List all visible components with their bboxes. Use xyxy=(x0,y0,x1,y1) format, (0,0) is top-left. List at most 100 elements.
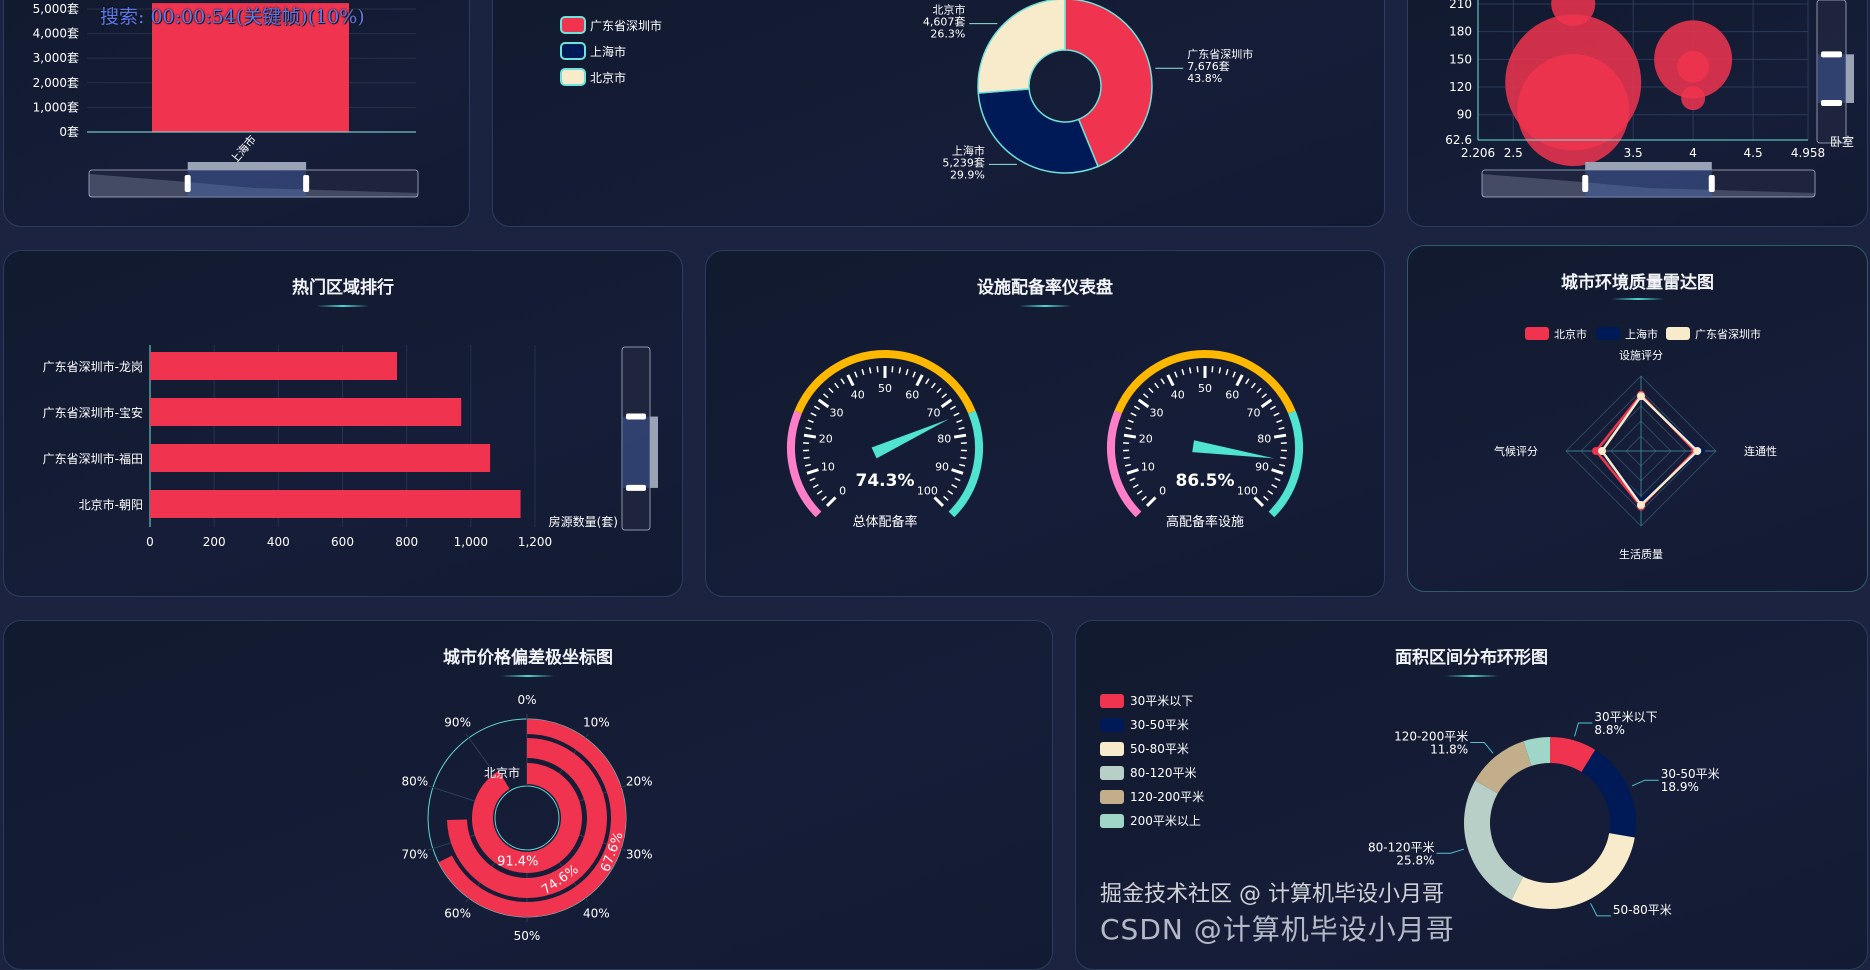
gauge-tick xyxy=(817,491,822,494)
angle-tick-label: 90% xyxy=(444,716,471,730)
datazoom-handle[interactable] xyxy=(1821,51,1842,57)
gauge-tick xyxy=(950,406,955,409)
slice-pct: 18.9% xyxy=(1661,780,1699,794)
datazoom-handle[interactable] xyxy=(303,175,309,192)
gauge-tick xyxy=(855,372,857,378)
datazoom-handle[interactable] xyxy=(626,414,646,420)
datazoom-drag-bar[interactable] xyxy=(1846,54,1854,103)
gauge-tick-label: 50 xyxy=(878,382,892,395)
datazoom-handle[interactable] xyxy=(185,175,191,192)
gauge-value: 74.3% xyxy=(856,471,915,491)
legend-label: 上海市 xyxy=(1625,327,1658,341)
bar[interactable] xyxy=(150,490,521,518)
gauge-tick xyxy=(1233,372,1235,378)
radar-indicator-label: 设施评分 xyxy=(1619,349,1663,362)
datazoom-handle[interactable] xyxy=(1709,175,1715,192)
donut-slice[interactable] xyxy=(1511,833,1634,909)
gauge-tick xyxy=(808,420,814,422)
gauge-tick xyxy=(807,470,818,474)
legend-label: 广东省深圳市 xyxy=(1695,327,1761,341)
datazoom-drag-bar[interactable] xyxy=(1585,162,1712,170)
x-tick-label: 600 xyxy=(331,535,354,549)
y-tick-label: 180 xyxy=(1449,25,1472,39)
gauge-tick-label: 100 xyxy=(1237,484,1258,497)
gauge-tick xyxy=(1190,367,1191,373)
gauge-tick-label: 90 xyxy=(935,461,949,474)
y-tick-label: 0套 xyxy=(59,125,79,139)
angle-tick-label: 20% xyxy=(626,775,653,789)
legend-swatch[interactable] xyxy=(1100,718,1124,732)
legend-swatch[interactable] xyxy=(1525,327,1549,340)
bar[interactable] xyxy=(150,398,461,426)
gauge-tick xyxy=(942,400,952,407)
gauge-tick-label: 0 xyxy=(1159,484,1166,497)
radar-indicator-label: 连通性 xyxy=(1744,444,1777,458)
slice-name: 30-50平米 xyxy=(1661,767,1720,781)
gauge-tick xyxy=(1262,394,1267,398)
gauge-tick xyxy=(1155,383,1159,388)
bar[interactable] xyxy=(150,444,490,472)
donut-slice[interactable] xyxy=(1464,781,1523,900)
slice-name: 北京市 xyxy=(932,3,965,17)
legend-swatch[interactable] xyxy=(1100,694,1124,708)
legend-swatch[interactable] xyxy=(1100,814,1124,828)
bubble-point[interactable] xyxy=(1517,54,1629,166)
pie-slice[interactable] xyxy=(978,0,1065,93)
bar[interactable] xyxy=(150,352,397,380)
y-tick-label: 210 xyxy=(1449,0,1472,11)
legend-label: 200平米以上 xyxy=(1130,814,1201,828)
legend-swatch[interactable] xyxy=(1100,742,1124,756)
gauge-tick-label: 0 xyxy=(839,484,846,497)
y-tick-label: 4,000套 xyxy=(33,27,79,41)
pie-slice[interactable] xyxy=(978,89,1098,173)
angle-tick-label: 50% xyxy=(514,929,541,943)
legend-swatch[interactable] xyxy=(1596,327,1620,340)
gauge-tick xyxy=(1270,406,1275,409)
datazoom-handle[interactable] xyxy=(626,485,646,491)
x-tick-label: 4.958 xyxy=(1791,146,1825,160)
gauge-tick xyxy=(959,465,965,466)
watermark-csdn: CSDN @计算机毕设小月哥 xyxy=(1100,908,1455,948)
gauge-tick xyxy=(1257,388,1261,392)
bubble-point[interactable] xyxy=(1677,51,1709,83)
radar-indicator-label: 生活质量 xyxy=(1619,547,1663,561)
slice-pct: 29.9% xyxy=(950,168,985,181)
gauge-tick xyxy=(1279,428,1285,429)
datazoom-drag-bar[interactable] xyxy=(188,162,306,170)
gauge-tick xyxy=(937,388,941,392)
gauge-tick xyxy=(944,496,949,500)
datazoom-handle[interactable] xyxy=(1582,175,1588,192)
angle-tick-label: 60% xyxy=(444,906,471,920)
x-tick-label: 3.5 xyxy=(1624,146,1643,160)
datazoom-drag-bar[interactable] xyxy=(650,417,658,488)
gauge-band xyxy=(1111,412,1139,514)
gauge-tick xyxy=(1274,435,1286,437)
y-tick-label: 广东省深圳市-龙岗 xyxy=(43,359,143,374)
legend-swatch[interactable] xyxy=(1100,790,1124,804)
legend-swatch[interactable] xyxy=(1100,766,1124,780)
legend-swatch[interactable] xyxy=(1666,327,1690,340)
y-tick-label: 5,000套 xyxy=(33,2,79,16)
donut-slice[interactable] xyxy=(1582,750,1636,838)
x-datazoom-slider xyxy=(89,162,418,197)
slice-name: 30平米以下 xyxy=(1594,710,1657,724)
gauge-tick xyxy=(841,379,844,384)
datazoom-handle[interactable] xyxy=(1821,100,1842,106)
radar-point xyxy=(1693,447,1701,455)
gauge-tick xyxy=(1280,458,1286,459)
x-axis-name: 房源数量(套) xyxy=(549,514,618,529)
legend-swatch[interactable] xyxy=(561,17,585,33)
legend-label: 30平米以下 xyxy=(1130,694,1193,708)
legend-swatch[interactable] xyxy=(561,69,585,85)
y-tick-label: 62.6 xyxy=(1445,133,1472,147)
gauge-tick xyxy=(811,413,816,416)
gauge-tick xyxy=(806,428,812,429)
gauge-tick xyxy=(1142,496,1147,500)
x-tick-label: 200 xyxy=(203,535,226,549)
legend-swatch[interactable] xyxy=(561,43,585,59)
y-tick-label: 北京市-朝阳 xyxy=(79,497,143,512)
gauge-tick xyxy=(822,496,827,500)
gauge-tick xyxy=(848,375,853,386)
bubble-point[interactable] xyxy=(1681,86,1705,110)
